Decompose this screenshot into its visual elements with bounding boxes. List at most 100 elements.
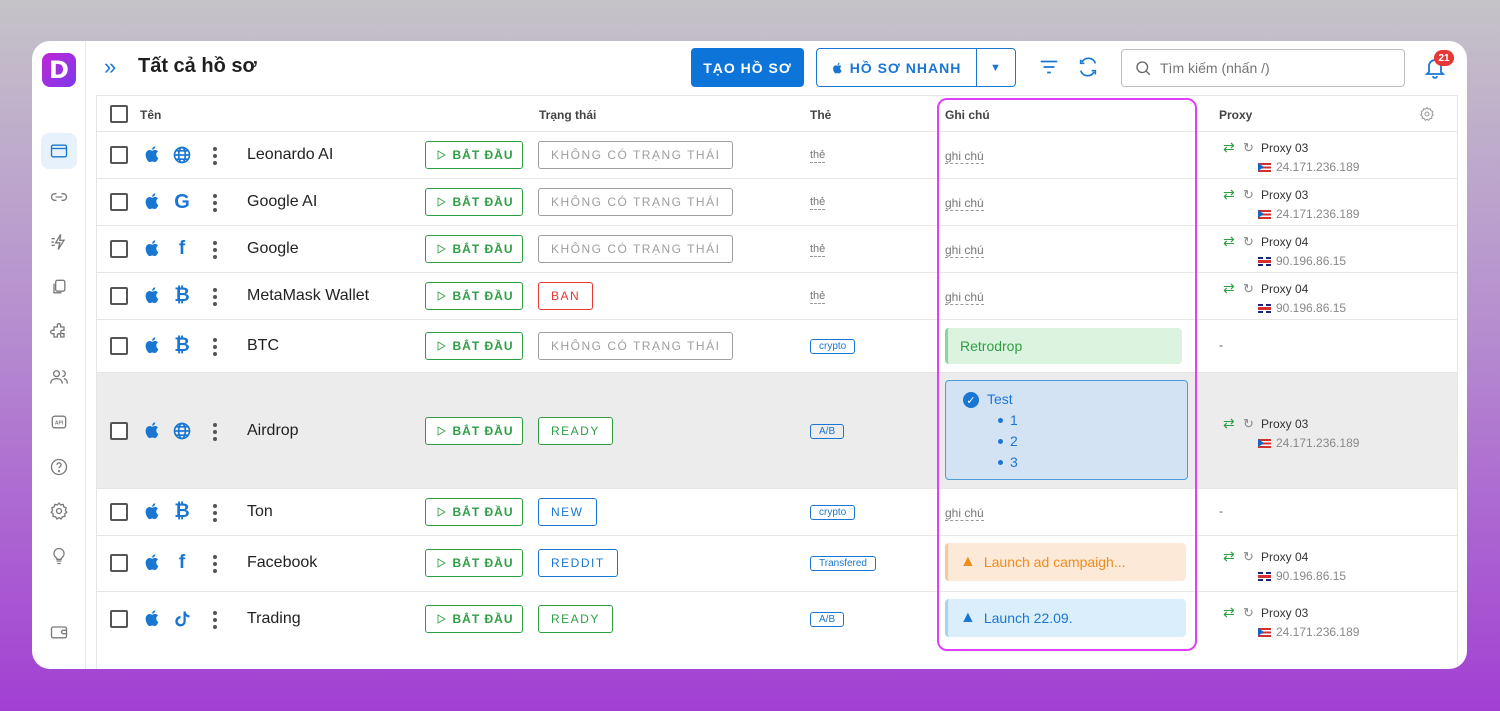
profile-name[interactable]: Airdrop (247, 422, 299, 439)
start-button[interactable]: BẮT ĐẦU (425, 188, 523, 216)
proxy-cell[interactable]: ⇄ ↻ Proxy 03 24.171.236.189 (1223, 415, 1443, 450)
swap-icon[interactable]: ⇄ (1223, 280, 1235, 296)
sidebar-item-help[interactable] (41, 449, 77, 485)
table-row[interactable]: ₿ MetaMask Wallet BẮT ĐẦU BAN thẻ ghi ch… (97, 273, 1457, 320)
column-name[interactable]: Tên (140, 108, 162, 122)
tag-chip[interactable]: Transfered (810, 556, 876, 571)
more-options-icon[interactable] (213, 555, 217, 573)
sidebar-item-clone[interactable] (41, 269, 77, 305)
profile-name[interactable]: Google (247, 240, 299, 257)
refresh-proxy-icon[interactable]: ↻ (1243, 415, 1254, 431)
proxy-cell[interactable]: ⇄ ↻ Proxy 04 90.196.86.15 (1223, 233, 1443, 268)
column-status[interactable]: Trạng thái (539, 108, 597, 122)
note-field[interactable]: ghi chú (945, 506, 984, 521)
profile-name[interactable]: Trading (247, 610, 301, 627)
row-checkbox[interactable] (110, 503, 128, 521)
status-badge[interactable]: NEW (538, 498, 597, 526)
status-badge[interactable]: BAN (538, 282, 594, 310)
refresh-proxy-icon[interactable]: ↻ (1243, 139, 1254, 155)
note-field[interactable]: ghi chú (945, 149, 984, 164)
table-row[interactable]: ₿ Ton BẮT ĐẦU NEW crypto ghi chú - (97, 489, 1457, 536)
row-checkbox[interactable] (110, 610, 128, 628)
tag-chip[interactable]: crypto (810, 505, 856, 520)
note-box-success[interactable]: Retrodrop (945, 328, 1182, 364)
proxy-cell[interactable]: ⇄ ↻ Proxy 03 24.171.236.189 (1223, 139, 1443, 174)
sidebar-item-links[interactable] (41, 179, 77, 215)
refresh-proxy-icon[interactable]: ↻ (1243, 186, 1254, 202)
filter-icon[interactable] (1038, 56, 1060, 78)
row-checkbox[interactable] (110, 337, 128, 355)
proxy-cell[interactable]: ⇄ ↻ Proxy 04 90.196.86.15 (1223, 280, 1443, 315)
status-badge[interactable]: KHÔNG CÓ TRẠNG THÁI (538, 332, 734, 360)
refresh-proxy-icon[interactable]: ↻ (1243, 233, 1254, 249)
refresh-proxy-icon[interactable]: ↻ (1243, 548, 1254, 564)
status-badge[interactable]: KHÔNG CÓ TRẠNG THÁI (538, 188, 734, 216)
more-options-icon[interactable] (213, 338, 217, 356)
proxy-cell[interactable]: ⇄ ↻ Proxy 04 90.196.86.15 (1223, 548, 1443, 583)
proxy-cell[interactable]: ⇄ ↻ Proxy 03 24.171.236.189 (1223, 604, 1443, 639)
table-row[interactable]: Leonardo AI BẮT ĐẦU KHÔNG CÓ TRẠNG THÁI … (97, 132, 1457, 179)
column-note[interactable]: Ghi chú (945, 108, 990, 122)
table-row[interactable]: f Google BẮT ĐẦU KHÔNG CÓ TRẠNG THÁI thẻ… (97, 226, 1457, 273)
status-badge[interactable]: KHÔNG CÓ TRẠNG THÁI (538, 235, 734, 263)
more-options-icon[interactable] (213, 504, 217, 522)
row-checkbox[interactable] (110, 422, 128, 440)
start-button[interactable]: BẮT ĐẦU (425, 282, 523, 310)
swap-icon[interactable]: ⇄ (1223, 415, 1235, 431)
profile-name[interactable]: MetaMask Wallet (247, 287, 370, 304)
profile-name[interactable]: Leonardo AI (247, 146, 334, 163)
select-all-checkbox[interactable] (110, 105, 128, 123)
quick-profile-label-area[interactable]: HỒ SƠ NHANH (817, 49, 977, 86)
table-row[interactable]: Trading BẮT ĐẦU READY A/B ▲ Launch 22.09… (97, 592, 1457, 648)
row-checkbox[interactable] (110, 146, 128, 164)
start-button[interactable]: BẮT ĐẦU (425, 332, 523, 360)
sidebar-item-wallet[interactable] (41, 614, 77, 650)
create-profile-button[interactable]: TẠO HỒ SƠ (691, 48, 804, 87)
start-button[interactable]: BẮT ĐẦU (425, 605, 523, 633)
row-checkbox[interactable] (110, 193, 128, 211)
note-box-checklist[interactable]: ✓ Test 1 2 3 (945, 380, 1188, 480)
column-settings-gear-icon[interactable] (1419, 106, 1435, 122)
more-options-icon[interactable] (213, 288, 217, 306)
tag-field[interactable]: thẻ (810, 149, 826, 163)
more-options-icon[interactable] (213, 611, 217, 629)
row-checkbox[interactable] (110, 554, 128, 572)
app-logo[interactable]: D (42, 53, 76, 87)
start-button[interactable]: BẮT ĐẦU (425, 498, 523, 526)
note-box-warning[interactable]: ▲ Launch ad campaigh... (945, 543, 1186, 581)
refresh-icon[interactable] (1077, 56, 1099, 78)
tag-chip[interactable]: crypto (810, 339, 856, 354)
row-checkbox[interactable] (110, 287, 128, 305)
profile-name[interactable]: BTC (247, 337, 279, 354)
chevron-down-icon[interactable]: ▼ (990, 61, 1002, 74)
swap-icon[interactable]: ⇄ (1223, 604, 1235, 620)
tag-chip[interactable]: A/B (810, 612, 845, 627)
swap-icon[interactable]: ⇄ (1223, 548, 1235, 564)
status-badge[interactable]: READY (538, 417, 613, 445)
note-field[interactable]: ghi chú (945, 290, 984, 305)
more-options-icon[interactable] (213, 423, 217, 441)
swap-icon[interactable]: ⇄ (1223, 186, 1235, 202)
tag-field[interactable]: thẻ (810, 196, 826, 210)
expand-sidebar-icon[interactable]: » (104, 54, 117, 79)
status-badge[interactable]: REDDIT (538, 549, 618, 577)
sidebar-item-extensions[interactable] (41, 314, 77, 350)
more-options-icon[interactable] (213, 241, 217, 259)
swap-icon[interactable]: ⇄ (1223, 233, 1235, 249)
table-row[interactable]: ₿ BTC BẮT ĐẦU KHÔNG CÓ TRẠNG THÁI crypto… (97, 320, 1457, 373)
proxy-empty[interactable]: - (1219, 504, 1223, 518)
tag-field[interactable]: thẻ (810, 243, 826, 257)
proxy-cell[interactable]: ⇄ ↻ Proxy 03 24.171.236.189 (1223, 186, 1443, 221)
status-badge[interactable]: READY (538, 605, 613, 633)
refresh-proxy-icon[interactable]: ↻ (1243, 604, 1254, 620)
start-button[interactable]: BẮT ĐẦU (425, 235, 523, 263)
start-button[interactable]: BẮT ĐẦU (425, 549, 523, 577)
status-badge[interactable]: KHÔNG CÓ TRẠNG THÁI (538, 141, 734, 169)
tag-field[interactable]: thẻ (810, 290, 826, 304)
profile-name[interactable]: Facebook (247, 554, 318, 571)
sidebar-item-automation[interactable] (41, 224, 77, 260)
sidebar-item-profiles[interactable] (41, 133, 77, 169)
table-row[interactable]: G Google AI BẮT ĐẦU KHÔNG CÓ TRẠNG THÁI … (97, 179, 1457, 226)
note-box-info[interactable]: ▲ Launch 22.09. (945, 599, 1186, 637)
table-row[interactable]: Airdrop BẮT ĐẦU READY A/B ✓ Test 1 2 3 ⇄… (97, 373, 1457, 489)
